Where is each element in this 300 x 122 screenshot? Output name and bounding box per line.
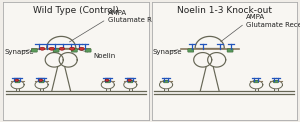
FancyBboxPatch shape [227,49,233,52]
FancyBboxPatch shape [15,80,20,83]
Ellipse shape [70,47,75,50]
Ellipse shape [79,47,84,50]
FancyBboxPatch shape [273,80,278,83]
Text: Noelin 1-3 Knock-out: Noelin 1-3 Knock-out [177,6,272,15]
Text: Synapse: Synapse [153,49,182,55]
FancyBboxPatch shape [254,80,259,83]
Ellipse shape [15,79,19,81]
FancyBboxPatch shape [188,49,194,52]
Ellipse shape [59,47,64,50]
Text: AMPA
Glutamate Receptor: AMPA Glutamate Receptor [246,14,300,28]
Text: Synapse: Synapse [4,49,34,55]
FancyBboxPatch shape [85,49,91,52]
Ellipse shape [49,47,54,50]
FancyBboxPatch shape [53,49,59,52]
Text: Wild Type (Control): Wild Type (Control) [33,6,119,15]
Text: Noelin: Noelin [76,49,116,59]
FancyBboxPatch shape [39,80,44,83]
Ellipse shape [128,79,131,81]
Text: AMPA
Glutamate Receptor: AMPA Glutamate Receptor [108,10,178,23]
Ellipse shape [40,47,45,50]
FancyBboxPatch shape [31,49,37,52]
FancyBboxPatch shape [164,80,169,83]
Ellipse shape [105,79,109,81]
FancyBboxPatch shape [71,49,77,52]
FancyBboxPatch shape [128,80,133,83]
Ellipse shape [39,79,43,81]
FancyBboxPatch shape [105,80,110,83]
